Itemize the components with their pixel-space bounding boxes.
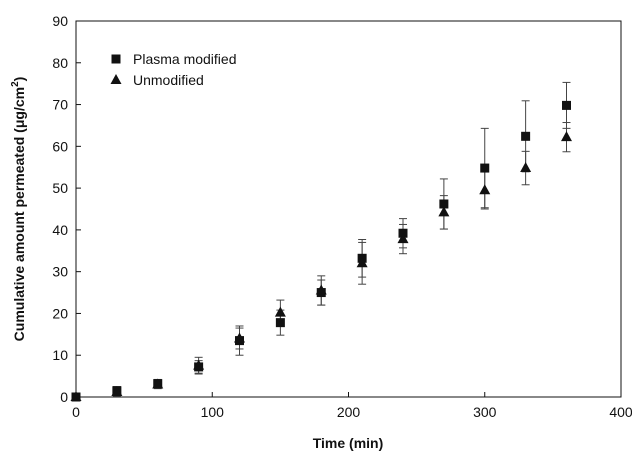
y-tick-label: 0: [60, 389, 68, 405]
x-tick-label: 300: [473, 404, 497, 420]
y-axis-title-main: Cumulative amount permeated (μg/cm: [11, 87, 27, 341]
y-tick-label: 30: [52, 264, 68, 280]
legend-triangle-icon: [110, 74, 122, 84]
legend-label-unmodified: Unmodified: [133, 72, 204, 88]
x-tick-label: 0: [72, 404, 80, 420]
error-bars: [72, 81, 571, 399]
unmodified-point: [561, 131, 572, 142]
y-tick-label: 20: [52, 305, 68, 321]
y-axis-title-sup: 2: [10, 81, 21, 87]
x-tick-label: 400: [609, 404, 632, 420]
unmodified-point: [315, 284, 327, 295]
plasma-modified-point: [480, 163, 490, 173]
y-tick-label: 50: [52, 180, 68, 196]
plasma-modified-point: [521, 131, 531, 141]
plasma-modified-point: [439, 199, 449, 209]
x-tick-label: 100: [201, 404, 225, 420]
unmodified-point: [70, 391, 82, 401]
unmodified-point: [193, 359, 205, 370]
axis-ticks: 0 100 200 300 400 0 10 20 30 40 50 60 70 80 90: [52, 13, 632, 420]
y-tick-label: 40: [52, 222, 68, 238]
unmodified-point: [520, 162, 532, 173]
y-tick-label: 70: [52, 97, 68, 113]
plasma-modified-point: [562, 100, 571, 110]
unmodified-point: [479, 184, 491, 195]
unmodified-point: [397, 233, 409, 244]
legend-label-plasma-modified: Plasma modified: [133, 51, 237, 67]
x-tick-label: 200: [337, 404, 361, 420]
unmodified-point: [111, 385, 123, 396]
unmodified-point: [274, 306, 286, 317]
y-tick-label: 10: [52, 347, 68, 363]
unmodified-point: [356, 257, 368, 268]
legend-square-icon: [111, 54, 121, 64]
y-tick-label: 80: [52, 55, 68, 71]
y-tick-label: 90: [52, 13, 68, 29]
x-axis-title: Time (min): [313, 435, 384, 451]
unmodified-point: [152, 378, 164, 389]
y-axis-title: Cumulative amount permeated (μg/cm2): [10, 77, 27, 342]
unmodified-point: [438, 206, 450, 217]
data-points: [70, 100, 572, 402]
y-tick-label: 60: [52, 138, 68, 154]
legend: Plasma modified Unmodified: [110, 51, 237, 88]
unmodified-point: [234, 332, 245, 343]
y-axis-title-close: ): [11, 77, 27, 82]
plasma-modified-point: [275, 318, 285, 328]
